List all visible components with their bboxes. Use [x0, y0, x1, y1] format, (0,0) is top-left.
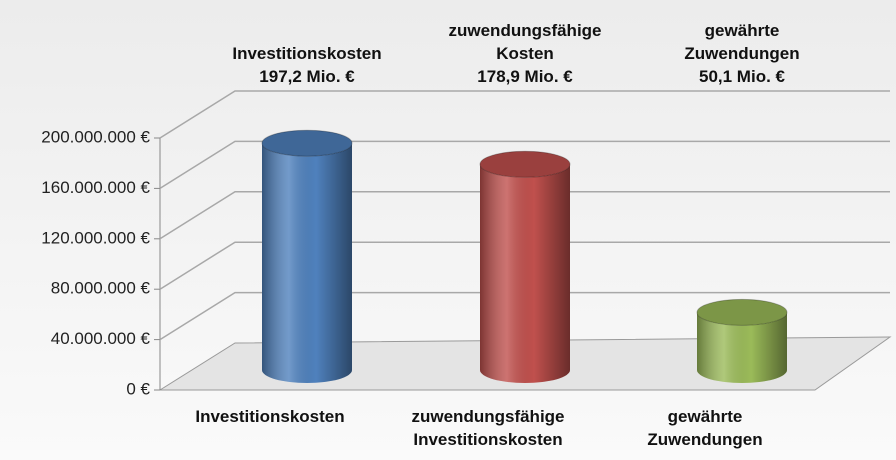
- y-tick-label: 0 €: [126, 379, 150, 398]
- value-label: zuwendungsfähige Kosten 178,9 Mio. €: [448, 21, 602, 86]
- bar-top: [479, 150, 571, 178]
- y-tick-label: 120.000.000 €: [41, 228, 150, 247]
- x-tick-label: Investitionskosten: [195, 407, 345, 426]
- bar-top: [696, 298, 788, 326]
- bar-shade: [480, 164, 570, 383]
- value-label: gewährte Zuwendungen 50,1 Mio. €: [684, 21, 800, 86]
- grid-line: [159, 191, 890, 240]
- x-tick-label: gewährte Zuwendungen: [647, 407, 763, 449]
- y-tick-label: 160.000.000 €: [41, 178, 150, 197]
- y-tick-label: 40.000.000 €: [51, 329, 151, 348]
- grid-line: [159, 90, 890, 139]
- grid-line: [159, 241, 890, 290]
- bar-top: [261, 129, 353, 157]
- grid-line: [159, 140, 890, 190]
- bar-shade: [697, 312, 787, 383]
- x-tick-label: zuwendungsfähige Investitionskosten: [411, 407, 565, 449]
- grid-line: [159, 291, 890, 341]
- value-label: Investitionskosten 197,2 Mio. €: [232, 44, 382, 86]
- y-tick-label: 200.000.000 €: [41, 127, 150, 146]
- bar-shade: [262, 143, 352, 383]
- y-tick-label: 80.000.000 €: [51, 279, 151, 298]
